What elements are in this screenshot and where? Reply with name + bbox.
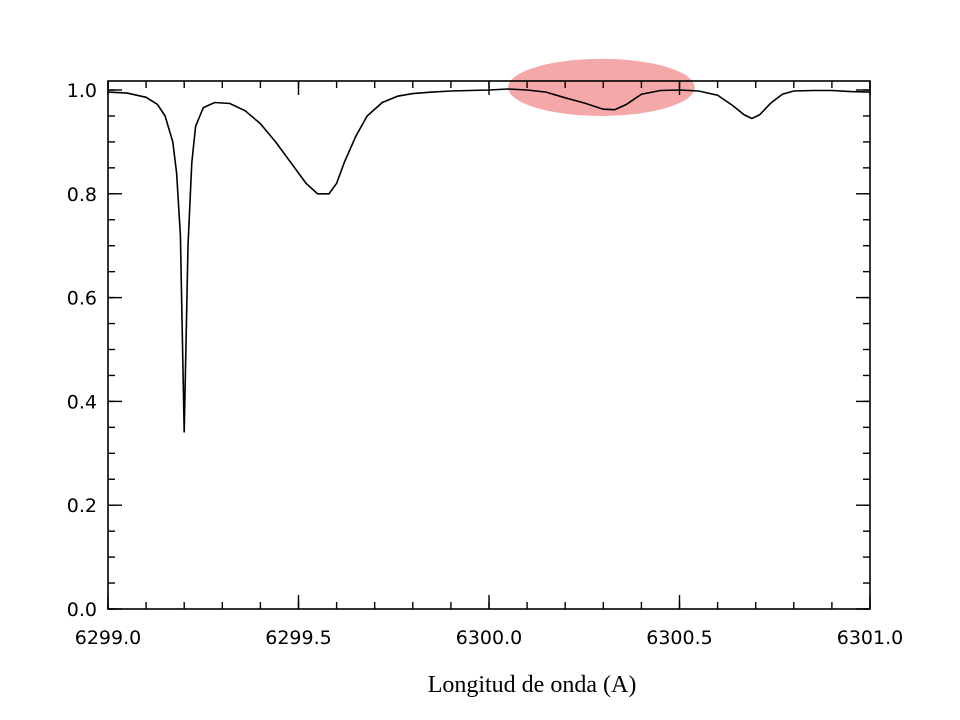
plot-frame bbox=[107, 80, 871, 610]
y-tick-label: 0.2 bbox=[67, 495, 97, 517]
x-tick-label: 6299.0 bbox=[75, 627, 141, 649]
highlight-ellipse bbox=[508, 58, 695, 116]
x-tick-label: 6299.5 bbox=[265, 627, 331, 649]
y-tick-label: 0.0 bbox=[67, 599, 97, 621]
x-axis-label: Longitud de onda (A) bbox=[428, 672, 637, 698]
spectrum-line bbox=[107, 88, 871, 433]
x-tick-label: 6300.0 bbox=[456, 627, 522, 649]
tick-labels: 6299.0 6299.5 6300.0 6300.5 6301.0 0.0 0.2 0.4 0… bbox=[67, 80, 903, 649]
x-tick-label: 6300.5 bbox=[646, 627, 712, 649]
tick-marks bbox=[107, 81, 871, 610]
y-tick-label: 0.6 bbox=[67, 288, 97, 310]
y-tick-label: 0.4 bbox=[67, 391, 97, 413]
y-tick-label: 1.0 bbox=[67, 80, 97, 102]
y-tick-label: 0.8 bbox=[67, 184, 97, 206]
x-tick-label: 6301.0 bbox=[837, 627, 903, 649]
